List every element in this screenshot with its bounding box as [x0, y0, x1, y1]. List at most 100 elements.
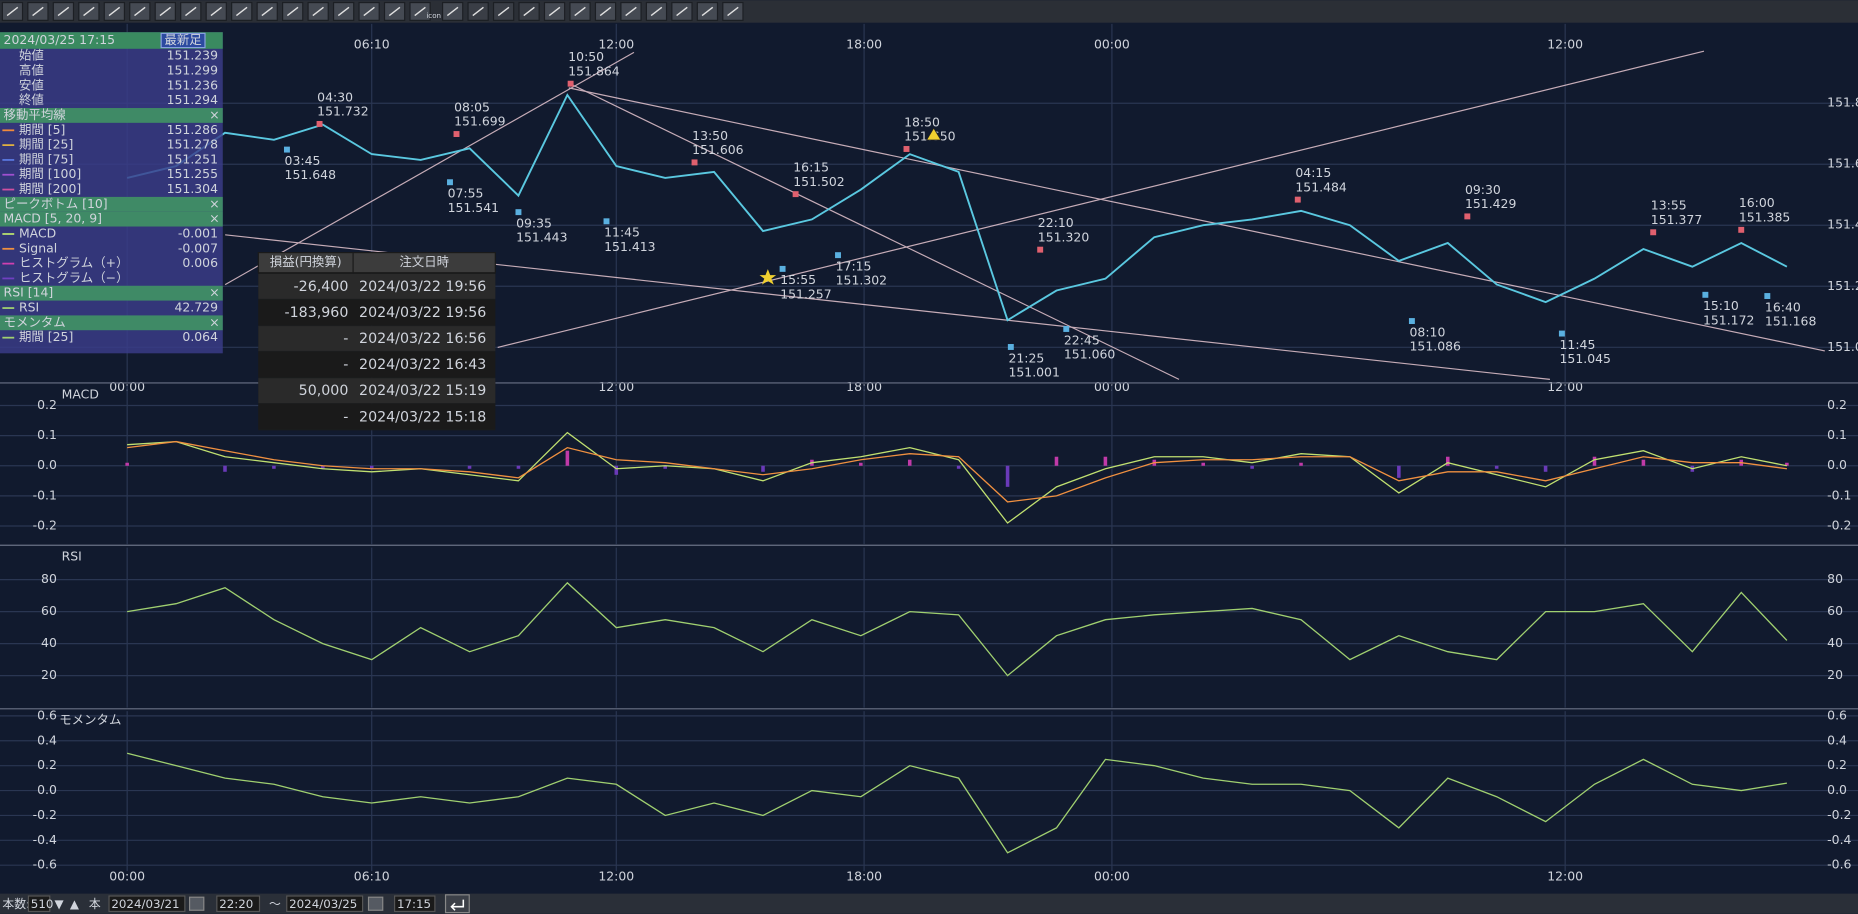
- reload-glyph: [450, 899, 465, 911]
- bottom-marker: [1702, 291, 1709, 298]
- footer-field[interactable]: [108, 895, 186, 913]
- histogram-bar: [663, 465, 667, 469]
- trend-line: [568, 87, 1825, 352]
- table-row: [258, 378, 496, 404]
- section-header: [0, 196, 223, 212]
- peak-marker: [1037, 246, 1044, 253]
- footer-count[interactable]: 510: [31, 897, 54, 911]
- y-tick-label: 151.8: [1827, 95, 1858, 110]
- orders-table: 損益(円換算) 注文日時 -26,400 2024/03/22 19:56 -183,9…: [257, 252, 496, 431]
- y-tick-label: -0.2: [33, 807, 57, 822]
- row-value: 151.304: [167, 181, 219, 196]
- y-tick-label: 0.2: [37, 757, 57, 772]
- footer-to-time[interactable]: 17:15: [397, 897, 431, 911]
- y-tick-label: 0.1: [37, 427, 57, 442]
- tool-glyph: [134, 6, 146, 17]
- tool-glyph: [261, 6, 273, 17]
- star-icon: [759, 269, 777, 285]
- section-header: [0, 108, 223, 123]
- row-label: 期間 [25]: [19, 137, 73, 152]
- histogram-bar: [516, 465, 521, 469]
- footer-from-date[interactable]: 2024/03/21: [111, 897, 179, 911]
- row-value: 42.729: [174, 300, 218, 315]
- reload-button[interactable]: [444, 894, 470, 914]
- y-tick-label: 0.6: [1827, 707, 1847, 722]
- panel-title: モメンタム: [59, 712, 121, 727]
- section-title: RSI [14]: [4, 285, 54, 300]
- y-tick-label: 20: [41, 667, 57, 682]
- footer: 本数: 510 ▼ ▲ 本 2024/03/21 22:20 〜 2024/03/25 17:15: [2, 894, 470, 914]
- table-cell: -26,400: [294, 279, 349, 295]
- row-value: 151.251: [167, 151, 218, 166]
- table-cell: 2024/03/22 19:56: [359, 305, 486, 321]
- section-title: モメンタム: [4, 314, 66, 329]
- peak-price: 151.385: [1739, 209, 1790, 224]
- row-label: ヒストグラム（+）: [19, 255, 129, 270]
- peak-price: 151.606: [692, 142, 744, 157]
- tool-glyph: [599, 6, 612, 17]
- section-title: 移動平均線: [4, 107, 67, 122]
- toolbar: [0, 0, 1858, 23]
- histogram-bar: [1641, 459, 1646, 466]
- calendar-button[interactable]: [188, 896, 205, 911]
- row-label: 期間 [75]: [19, 151, 73, 166]
- histogram-bar: [1054, 456, 1059, 466]
- latest-button-label[interactable]: 最新足: [164, 32, 201, 47]
- table-row: [258, 352, 496, 378]
- close-button[interactable]: ×: [209, 211, 219, 226]
- row-value: 151.299: [167, 63, 219, 78]
- table-header: 注文日時: [399, 254, 449, 269]
- bottom-marker: [835, 252, 841, 259]
- calendar-button[interactable]: [367, 896, 384, 911]
- tool-glyph: [185, 6, 197, 17]
- footer-field[interactable]: [286, 895, 364, 913]
- peak-time: 11:45: [604, 225, 640, 240]
- tool-glyph: [574, 6, 586, 17]
- x-tick-label: 12:00: [598, 869, 634, 884]
- tool-glyph: [108, 6, 121, 17]
- x-tick-label: 12:00: [1547, 869, 1583, 884]
- peak-price: 151.502: [793, 174, 844, 189]
- footer-field[interactable]: [393, 895, 436, 913]
- footer-unit: 本: [89, 897, 101, 911]
- peak-price: 151.168: [1765, 314, 1817, 329]
- peak-price: 151.484: [1295, 179, 1347, 194]
- tool-glyph: [446, 6, 459, 17]
- footer-from-time[interactable]: 22:20: [219, 897, 253, 911]
- footer-field[interactable]: [27, 895, 51, 913]
- bottom-marker: [1408, 318, 1415, 325]
- row-value: 151.236: [167, 77, 219, 92]
- footer-to-date[interactable]: 2024/03/25: [289, 897, 357, 911]
- peak-time: 16:15: [793, 160, 829, 175]
- tool-label: icon: [426, 11, 441, 20]
- peak-marker: [903, 146, 910, 152]
- footer-field[interactable]: [216, 895, 261, 913]
- y-tick-label: -0.2: [1827, 518, 1851, 533]
- table-row: [258, 299, 496, 325]
- close-button[interactable]: ×: [209, 314, 219, 329]
- close-button[interactable]: ×: [209, 285, 219, 300]
- bottom-marker: [1764, 293, 1771, 299]
- y-tick-label: 151.6: [1827, 156, 1858, 171]
- peak-price: 151.001: [1008, 365, 1059, 380]
- y-tick-label: 0.0: [37, 782, 57, 797]
- latest-button[interactable]: [160, 32, 206, 49]
- tool-glyph: [414, 6, 426, 17]
- y-tick-label: -0.6: [33, 857, 57, 872]
- peak-marker: [691, 159, 698, 166]
- tool-glyph: [337, 6, 350, 17]
- row-label: MACD: [19, 225, 56, 240]
- peak-time: 13:55: [1651, 198, 1687, 213]
- close-button[interactable]: ×: [209, 107, 219, 122]
- bottom-marker: [779, 265, 786, 272]
- row-label: ヒストグラム（−）: [19, 270, 129, 285]
- y-tick-label: -0.2: [33, 518, 57, 533]
- close-button[interactable]: ×: [209, 196, 219, 211]
- section-title: MACD [5, 20, 9]: [4, 211, 102, 226]
- row-value: 0.064: [182, 329, 218, 344]
- trend-line: [224, 51, 635, 286]
